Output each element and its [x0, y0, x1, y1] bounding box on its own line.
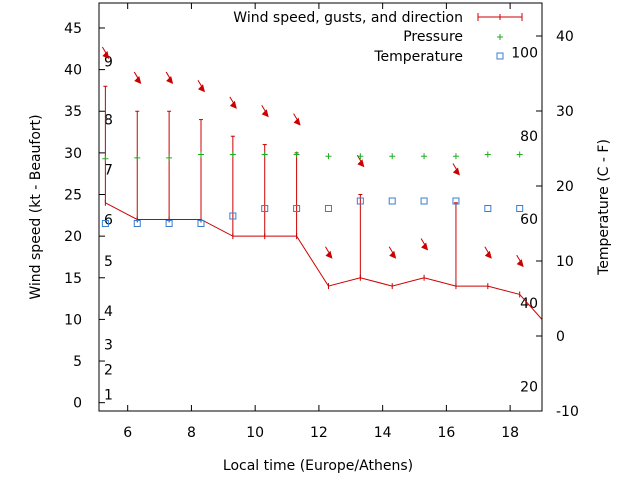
y-tick-label: 20 [64, 229, 82, 245]
y2-tick-label: 0 [556, 329, 565, 345]
wind-direction-arrowhead [229, 100, 237, 109]
y-axis-label: Wind speed (kt - Beaufort) [28, 114, 44, 299]
pressure-point [452, 153, 459, 160]
y2-tick-label: 40 [556, 29, 574, 45]
beaufort-label: 5 [104, 254, 113, 270]
pressure-point [229, 151, 236, 158]
plot-area [101, 46, 542, 323]
pressure-point [166, 154, 173, 161]
wind-direction-arrowhead [516, 259, 524, 268]
x-tick-label: 18 [501, 425, 519, 441]
temperature-point [516, 205, 524, 212]
temperature-point [197, 220, 205, 227]
x-tick-label: 8 [187, 425, 196, 441]
wind-direction-arrowhead [102, 50, 110, 59]
temperature-point [293, 205, 301, 212]
temperature-point [388, 197, 396, 205]
beaufort-label: 4 [104, 304, 113, 320]
wind-direction-arrowhead [134, 75, 142, 84]
pressure-point [261, 151, 268, 158]
x-axis-label: Local time (Europe/Athens) [223, 458, 413, 474]
y-tick-label: 15 [64, 271, 82, 287]
temperature-point [484, 205, 492, 212]
temperature-point [165, 220, 173, 227]
y-tick-label: 10 [64, 312, 82, 328]
temperature-point [229, 212, 237, 220]
wind-direction-arrowhead [325, 250, 333, 259]
wind-direction-arrowhead [357, 159, 365, 168]
x-tick-label: 14 [374, 425, 392, 441]
wind-direction-arrowhead [261, 109, 269, 118]
x-tick-label: 16 [437, 425, 455, 441]
wind-direction-arrowhead [166, 75, 174, 84]
wind-direction-arrowhead [293, 117, 301, 126]
pressure-point [293, 151, 300, 158]
pressure-point [516, 151, 523, 158]
plot-series [101, 46, 542, 323]
y-tick-label: 35 [64, 104, 82, 120]
y-tick-label: 5 [73, 354, 82, 370]
wind-direction-arrowhead [389, 250, 397, 259]
beaufort-label: 9 [104, 54, 113, 70]
temperature-point [101, 220, 109, 227]
temperature-point [261, 205, 269, 212]
pressure-point [421, 153, 428, 160]
y2-tick-label: 20 [556, 179, 574, 195]
fahrenheit-label: 20 [520, 379, 538, 395]
pressure-point [102, 155, 109, 162]
x-tick-label: 10 [246, 425, 264, 441]
pressure-point [134, 154, 141, 161]
y-tick-label: 0 [73, 396, 82, 412]
wind-direction-arrowhead [452, 167, 460, 176]
temperature-point [420, 197, 428, 205]
axis-ticks [99, 3, 542, 412]
wind-direction-arrowhead [484, 250, 492, 259]
beaufort-label: 2 [104, 362, 113, 378]
pressure-point [357, 153, 364, 160]
pressure-point [325, 153, 332, 160]
pressure-point [389, 153, 396, 160]
legend-label-pressure: Pressure [403, 29, 463, 45]
beaufort-label: 7 [104, 163, 113, 179]
wind-direction-arrowhead [197, 84, 205, 93]
fahrenheit-label: 80 [520, 129, 538, 145]
legend-label-temperature: Temperature [373, 49, 463, 65]
temperature-point [356, 197, 364, 205]
pressure-point [197, 151, 204, 158]
legend-swatch-pressure [497, 34, 503, 40]
beaufort-label: 1 [104, 387, 113, 403]
legend-swatch-temperature [496, 52, 504, 60]
y2-axis-label: Temperature (C - F) [596, 139, 612, 276]
y-tick-label: 25 [64, 188, 82, 204]
fahrenheit-label: 60 [520, 212, 538, 228]
temperature-point [133, 220, 141, 227]
y-tick-label: 30 [64, 146, 82, 162]
beaufort-label: 8 [104, 113, 113, 129]
y2-tick-label: -10 [556, 404, 579, 420]
y-tick-label: 40 [64, 63, 82, 79]
y-tick-label: 45 [64, 21, 82, 37]
legend-label-wind: Wind speed, gusts, and direction [233, 10, 463, 26]
y2-tick-label: 10 [556, 254, 574, 270]
temperature-point [324, 205, 332, 212]
fahrenheit-label: 100 [511, 46, 538, 62]
plot-frame [98, 2, 543, 412]
pressure-point [484, 151, 491, 158]
x-tick-label: 6 [123, 425, 132, 441]
x-tick-label: 12 [310, 425, 328, 441]
tick-labels: 6 8 10 12 14 16 18051015202530354045-100102030… [64, 21, 579, 441]
temperature-point [452, 197, 460, 205]
beaufort-label: 3 [104, 337, 113, 353]
wind-direction-arrowhead [421, 242, 429, 251]
y2-tick-label: 30 [556, 104, 574, 120]
legend: Wind speed, gusts, and direction Pressure… [233, 10, 523, 65]
